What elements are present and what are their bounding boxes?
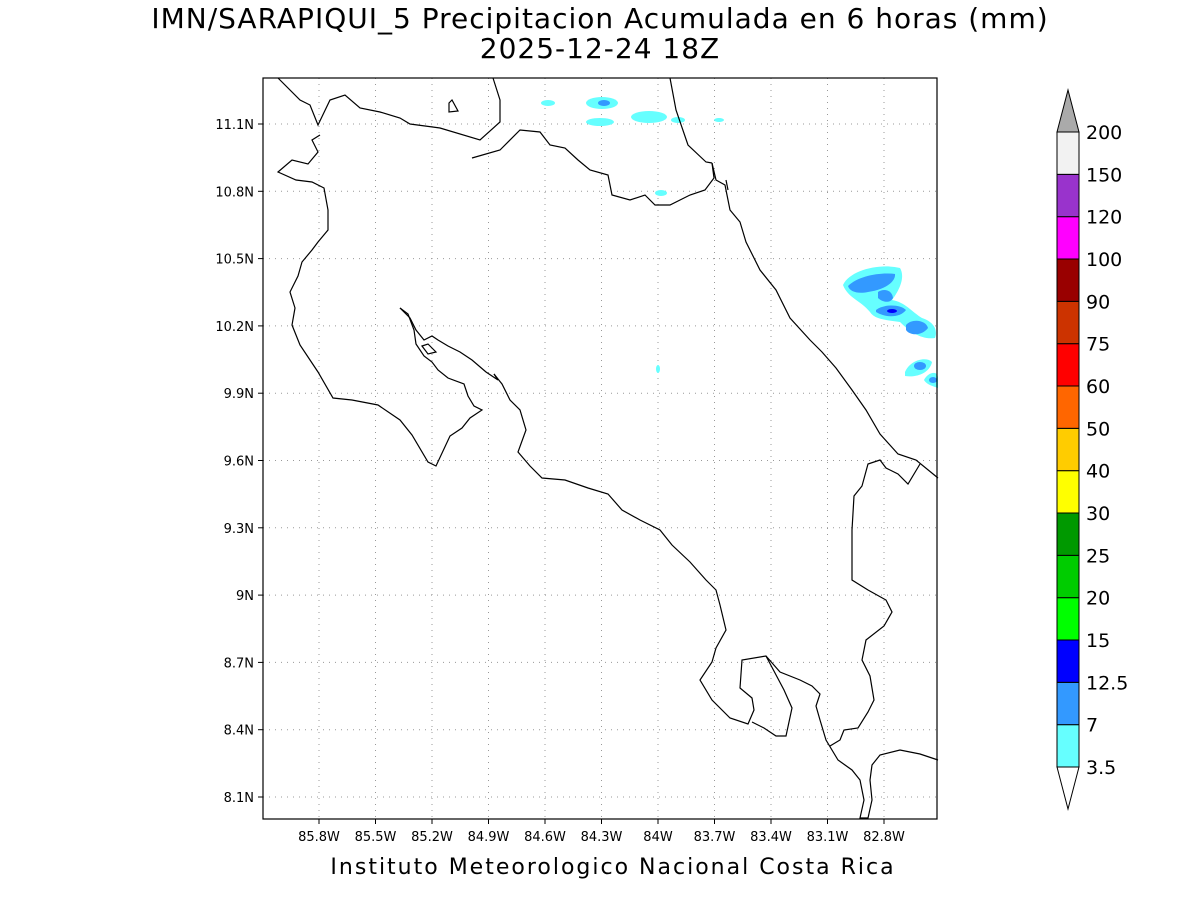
colorbar-swatch — [1056, 512, 1080, 556]
colorbar-swatch — [1056, 131, 1080, 175]
colorbar-label: 20 — [1086, 588, 1110, 610]
precip-cell — [887, 309, 897, 313]
colorbar-swatch — [1056, 681, 1080, 726]
precip-cell — [929, 377, 937, 383]
precip-cell — [848, 273, 896, 293]
y-tick-label: 9.9N — [224, 387, 254, 402]
precip-cell — [631, 111, 667, 123]
x-tick-label: 85.8W — [298, 830, 340, 845]
colorbar-top-arrow — [1056, 88, 1080, 133]
colorbar-legend: 3.5 7 12.5 15 20 25 30 40 50 60 75 90 100 120 150 200 — [1056, 88, 1128, 811]
x-tick-label: 84W — [643, 830, 673, 845]
x-tick-label: 83.1W — [807, 830, 849, 845]
y-axis: 11.1N 10.8N 10.5N 10.2N 9.9N 9.6N 9.3N 9N 8.7N 8.… — [215, 118, 263, 806]
colorbar-swatch — [1056, 385, 1080, 429]
colorbar-swatch — [1056, 343, 1080, 387]
y-tick-label: 10.5N — [215, 253, 254, 268]
precip-cell — [656, 365, 660, 373]
precip-cell — [541, 100, 555, 106]
x-tick-label: 85.5W — [355, 830, 397, 845]
map-gridlines — [263, 78, 937, 819]
precipitation-field — [541, 97, 938, 388]
colorbar-label: 40 — [1086, 461, 1110, 483]
colorbar-label: 120 — [1086, 207, 1122, 229]
colorbar-swatch — [1056, 258, 1080, 302]
colorbar-label: 12.5 — [1086, 672, 1128, 694]
x-tick-label: 82.8W — [863, 830, 905, 845]
y-tick-label: 8.4N — [224, 724, 254, 739]
colorbar-label: 15 — [1086, 630, 1110, 652]
x-tick-label: 85.2W — [411, 830, 453, 845]
x-tick-label: 84.3W — [581, 830, 623, 845]
precip-cell — [714, 118, 724, 122]
colorbar-swatch — [1056, 554, 1080, 599]
colorbar-swatch — [1056, 724, 1080, 768]
y-tick-label: 10.2N — [215, 320, 254, 335]
colorbar-bottom-arrow — [1056, 766, 1080, 811]
x-tick-label: 83.4W — [750, 830, 792, 845]
colorbar-swatch — [1056, 639, 1080, 683]
precip-cell — [598, 100, 610, 106]
colorbar-label: 200 — [1086, 122, 1122, 144]
chart-subtitle-date: 2025-12-24 18Z — [479, 32, 721, 65]
y-tick-label: 9N — [236, 589, 254, 604]
colorbar-swatch — [1056, 597, 1080, 641]
colorbar-label: 7 — [1086, 715, 1098, 737]
precip-cell — [906, 320, 928, 335]
colorbar-swatch — [1056, 216, 1080, 260]
y-tick-label: 11.1N — [215, 118, 254, 133]
precip-cell — [878, 290, 893, 302]
colorbar-label: 50 — [1086, 418, 1110, 440]
colorbar-label: 100 — [1086, 249, 1122, 271]
x-tick-label: 84.9W — [468, 830, 510, 845]
coastline — [276, 77, 939, 819]
colorbar-swatch — [1056, 173, 1080, 218]
y-tick-label: 9.3N — [224, 522, 254, 537]
chart-title: IMN/SARAPIQUI_5 Precipitacion Acumulada … — [151, 2, 1049, 35]
credit-text: Instituto Meteorologico Nacional Costa R… — [330, 855, 896, 880]
colorbar-label: 30 — [1086, 503, 1110, 525]
colorbar-swatch — [1056, 427, 1080, 472]
colorbar-label: 3.5 — [1086, 757, 1116, 779]
precip-cell — [655, 190, 667, 196]
colorbar-label: 25 — [1086, 545, 1110, 567]
y-tick-label: 8.1N — [224, 791, 254, 806]
colorbar-label: 150 — [1086, 164, 1122, 186]
colorbar-label: 75 — [1086, 334, 1110, 356]
precip-cell — [586, 118, 614, 126]
x-tick-label: 84.6W — [524, 830, 566, 845]
precip-cell — [671, 117, 685, 123]
x-axis: 85.8W 85.5W 85.2W 84.9W 84.6W 84.3W 84W 83.7W 83… — [298, 819, 905, 845]
map-frame — [262, 77, 938, 820]
colorbar-label: 90 — [1086, 291, 1110, 313]
colorbar-swatch — [1056, 300, 1080, 345]
y-tick-label: 10.8N — [215, 185, 254, 200]
precip-cell — [914, 362, 926, 370]
colorbar-label: 60 — [1086, 376, 1110, 398]
y-tick-label: 8.7N — [224, 656, 254, 671]
colorbar-swatch — [1056, 470, 1080, 514]
x-tick-label: 83.7W — [694, 830, 736, 845]
y-tick-label: 9.6N — [224, 455, 254, 470]
